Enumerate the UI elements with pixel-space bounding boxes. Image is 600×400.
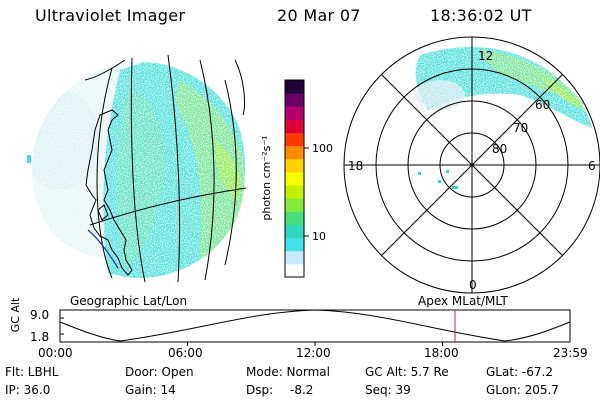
info-dsp-value: -8.2	[290, 383, 314, 397]
polar-label-left: 18	[348, 159, 363, 173]
colorbar-segment	[285, 224, 304, 239]
colorbar-segment	[285, 132, 304, 147]
timeline-plot	[59, 309, 571, 346]
colorbar-tick-label-100: 100	[312, 142, 333, 155]
colorbar-outline	[284, 79, 305, 278]
info-ip: IP: 36.0	[5, 383, 51, 397]
cyan-speck	[27, 155, 31, 163]
timeline-y-title: GC Alt	[9, 297, 22, 332]
colorbar-segment	[285, 145, 304, 160]
coastline	[85, 109, 133, 276]
colorbar-segment	[285, 93, 304, 107]
date-label: 20 Mar 07	[277, 6, 361, 25]
time-label: 18:36:02 UT	[430, 6, 532, 25]
polar-label-right: 6	[588, 159, 596, 173]
geographic-image	[32, 62, 248, 278]
polar-dots	[418, 170, 458, 189]
colorbar-segment	[285, 119, 304, 134]
info-filter: Flt: LBHL	[5, 365, 59, 379]
info-gain: Gain: 14	[125, 383, 176, 397]
colorbar-segment	[285, 106, 304, 120]
polar-ring-60: 60	[535, 98, 550, 112]
colorbar-segment	[285, 171, 304, 186]
info-gc-alt: GC Alt: 5.7 Re	[365, 365, 449, 379]
info-dsp-label: Dsp:	[246, 383, 274, 397]
colorbar-segment	[285, 158, 304, 173]
info-glon: GLon: 205.7	[486, 383, 559, 397]
instrument-title: Ultraviolet Imager	[35, 6, 186, 25]
timeline-y-tick-top: 9.0	[30, 308, 49, 322]
timeline-x-tick-2359: 23:59	[553, 346, 588, 360]
timeline-x-tick-1800: 18:00	[424, 346, 459, 360]
info-mode: Mode: Normal	[246, 365, 330, 379]
colorbar-segment	[285, 263, 304, 278]
colorbar-segment	[285, 80, 304, 94]
colorbar-segment	[285, 211, 304, 225]
timeline-x-tick-0000: 00:00	[38, 346, 73, 360]
color-bar	[284, 79, 305, 278]
polar-ring-80: 80	[492, 142, 507, 156]
timeline-right-label: Apex MLat/MLT	[418, 294, 508, 308]
timeline-x-tick-0600: 06:00	[168, 346, 203, 360]
colorbar-segment	[285, 185, 304, 199]
info-door: Door: Open	[125, 365, 194, 379]
colorbar-segment	[285, 198, 304, 212]
colorbar-segment	[285, 237, 304, 252]
timeline-y-tick-bottom: 1.8	[30, 330, 49, 344]
colorbar-unit-label: photon cm⁻²s⁻¹	[260, 135, 273, 220]
polar-label-top: 12	[478, 49, 493, 63]
polar-grid	[343, 36, 600, 294]
colorbar-tick-label-10: 10	[312, 230, 326, 243]
blue-trace	[87, 229, 119, 269]
geographic-grid	[84, 54, 247, 283]
colorbar-segment	[285, 250, 304, 265]
polar-label-bottom: 0	[469, 278, 477, 292]
polar-ring-70: 70	[513, 121, 528, 135]
info-glat: GLat: -67.2	[486, 365, 553, 379]
timeline-x-tick-1200: 12:00	[296, 346, 331, 360]
info-seq: Seq: 39	[365, 383, 411, 397]
timeline-left-label: Geographic Lat/Lon	[70, 294, 187, 308]
